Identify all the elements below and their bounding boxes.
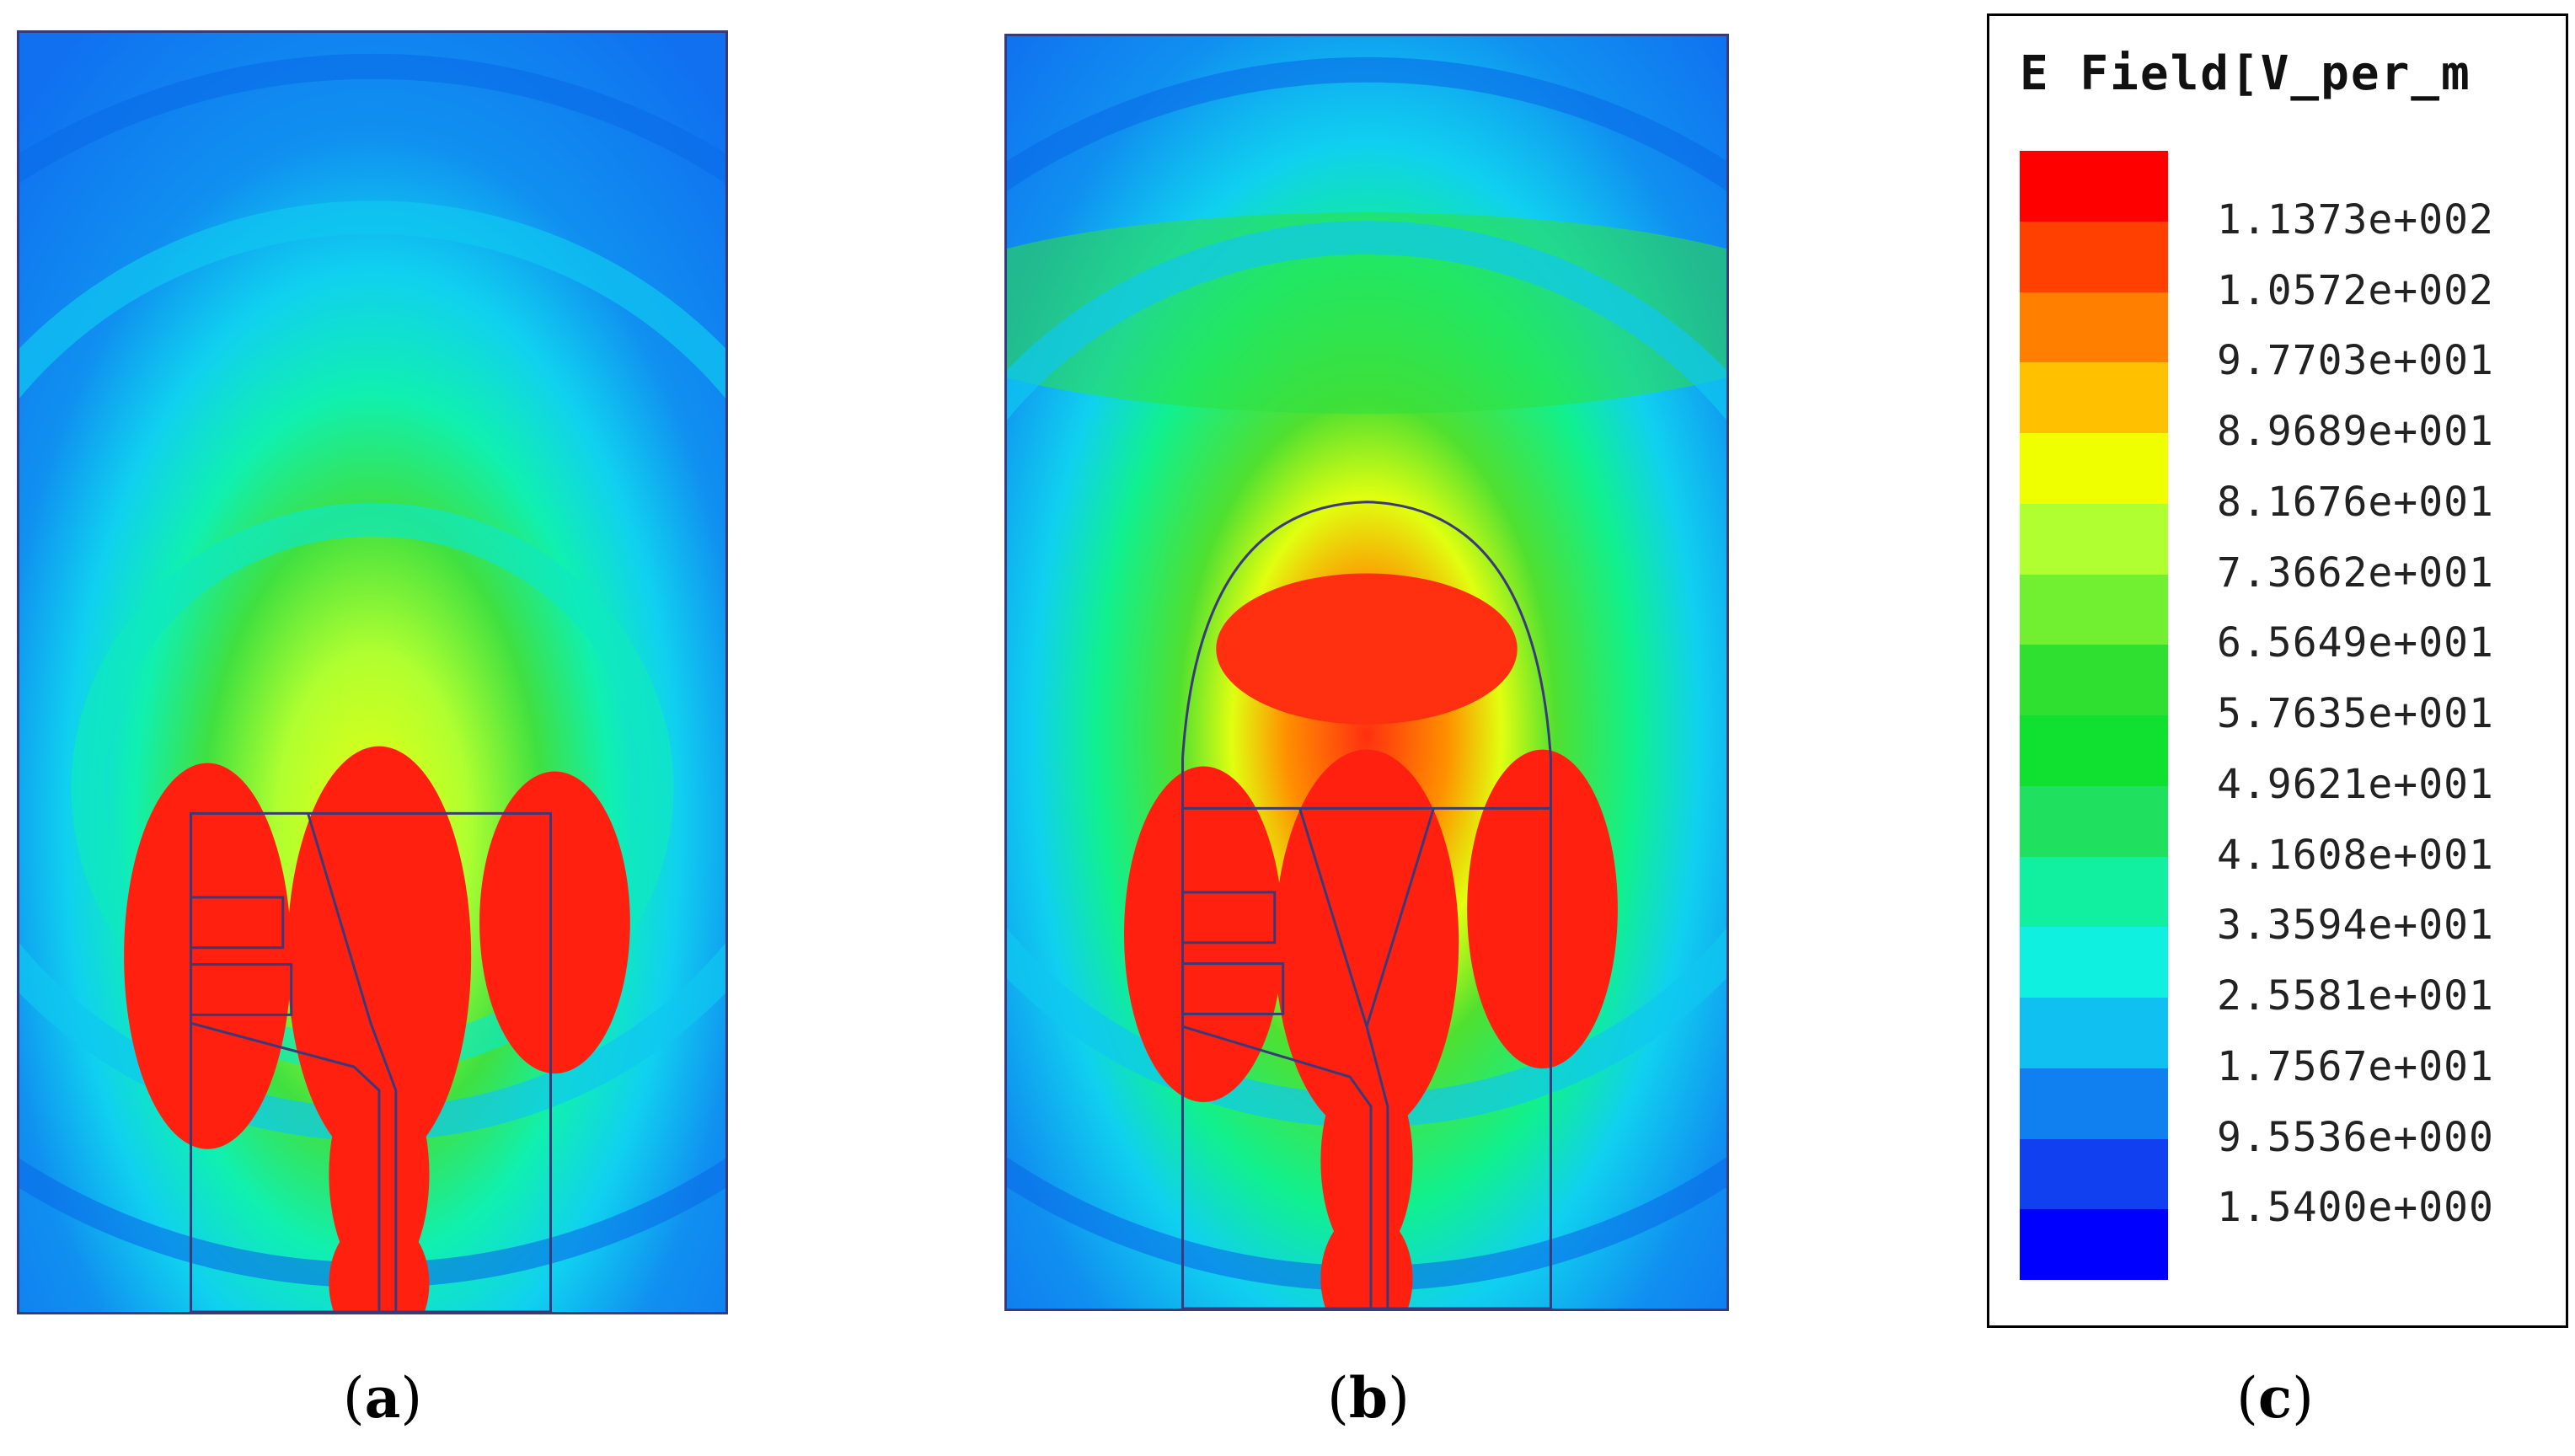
legend-swatch [2020,1209,2168,1280]
legend-swatch [2020,503,2168,575]
legend-tick-label: 1.5400e+000 [2217,1184,2494,1232]
caption-b: (b) [1327,1365,1410,1431]
legend-swatch [2020,574,2168,645]
caption-c-letter: c [2257,1365,2293,1431]
legend-tick-label: 4.1608e+001 [2217,831,2494,879]
antenna-outline-a [190,811,552,1312]
legend-tick-label: 5.7635e+001 [2217,690,2494,737]
hotspot-lens-b [1216,573,1518,725]
field-plot-a [17,30,728,1314]
field-plot-b-svg [1007,36,1726,1309]
legend-tick-label: 3.3594e+001 [2217,902,2494,950]
legend-tick-label: 8.1676e+001 [2217,478,2494,526]
caption-c: (c) [2236,1365,2314,1431]
legend-swatch [2020,1138,2168,1210]
legend-swatch [2020,1068,2168,1139]
hotspot-left-a [124,763,292,1149]
hotspot-center-b [1274,749,1459,1136]
legend-tick-label: 8.9689e+001 [2217,408,2494,455]
legend-swatch [2020,362,2168,433]
legend-tick-label: 7.3662e+001 [2217,549,2494,597]
hotspot-bottom-b [1320,1211,1413,1309]
legend-swatch [2020,927,2168,998]
legend-tick-label: 2.5581e+001 [2217,972,2494,1020]
legend-swatch [2020,856,2168,928]
legend-swatch [2020,292,2168,363]
legend-swatch [2020,645,2168,715]
legend-color-bar [2020,151,2168,1280]
hotspot-feed-b [1320,1060,1413,1262]
legend-tick-label: 4.9621e+001 [2217,760,2494,808]
legend-tick-label: 6.5649e+001 [2217,619,2494,667]
field-plot-a-svg [19,33,725,1312]
color-legend: E Field[V_per_m 1.1373e+002 1.0572e+002 9.… [1987,13,2568,1328]
legend-swatch [2020,221,2168,292]
legend-swatch [2020,715,2168,786]
legend-title: E Field[V_per_m [2020,46,2471,101]
legend-tick-label: 1.1373e+002 [2217,195,2494,244]
caption-a: (a) [342,1365,423,1431]
legend-tick-label: 1.0572e+002 [2217,266,2494,314]
hotspot-left-b [1124,766,1283,1102]
hotspot-right-b [1467,749,1618,1069]
legend-tick-label: 1.7567e+001 [2217,1042,2494,1090]
hotspot-right-a [479,771,630,1074]
legend-swatch [2020,998,2168,1068]
legend-swatch [2020,151,2168,222]
caption-a-letter: a [364,1365,401,1431]
legend-swatch [2020,433,2168,504]
legend-tick-label: 9.7703e+001 [2217,337,2494,385]
legend-tick-label: 9.5536e+000 [2217,1113,2494,1161]
caption-b-letter: b [1348,1365,1389,1431]
antenna-outline-b [1181,500,1552,1309]
legend-swatch [2020,785,2168,857]
field-plot-b [1004,34,1729,1311]
